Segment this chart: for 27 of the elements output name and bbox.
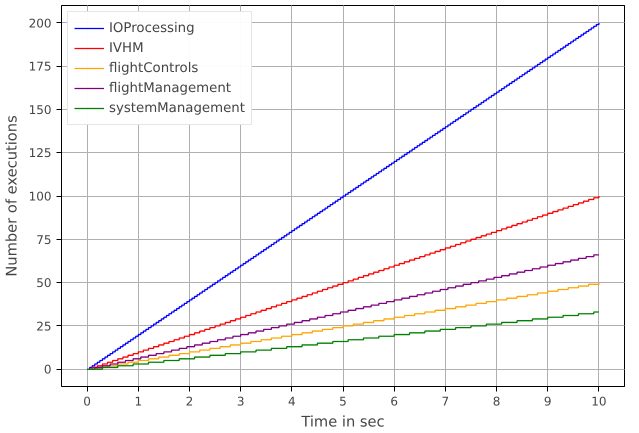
x-tick-label: 6 bbox=[390, 394, 398, 408]
x-tick-label: 9 bbox=[544, 394, 552, 408]
y-tick-label: 175 bbox=[28, 60, 52, 74]
y-tick-label: 150 bbox=[28, 102, 52, 117]
legend-label: flightControls bbox=[109, 60, 198, 76]
x-tick-label: 5 bbox=[339, 394, 347, 408]
x-tick-label: 7 bbox=[442, 394, 450, 408]
y-axis-title: Number of executions bbox=[4, 115, 21, 277]
legend-label: flightManagement bbox=[109, 80, 232, 96]
x-tick-label: 2 bbox=[186, 394, 194, 408]
legend-label: IOProcessing bbox=[109, 20, 195, 36]
y-tick-label: 0 bbox=[44, 362, 52, 377]
y-tick-label: 100 bbox=[28, 190, 52, 204]
x-tick-label: 4 bbox=[288, 394, 296, 408]
x-tick-label: 10 bbox=[591, 394, 607, 408]
x-tick-label: 8 bbox=[492, 394, 500, 408]
x-tick-label: 0 bbox=[83, 394, 91, 408]
y-tick-label: 200 bbox=[28, 16, 52, 30]
y-tick-label: 125 bbox=[28, 146, 52, 160]
y-tick-label: 25 bbox=[36, 319, 52, 334]
legend-label: IVHM bbox=[109, 40, 144, 56]
y-tick-label: 50 bbox=[36, 276, 52, 290]
x-tick-label: 3 bbox=[236, 394, 244, 408]
x-tick-label: 1 bbox=[134, 394, 142, 408]
x-axis-title: Time in sec bbox=[300, 414, 385, 430]
legend-label: systemManagement bbox=[109, 100, 245, 116]
y-tick-label: 75 bbox=[36, 232, 52, 247]
